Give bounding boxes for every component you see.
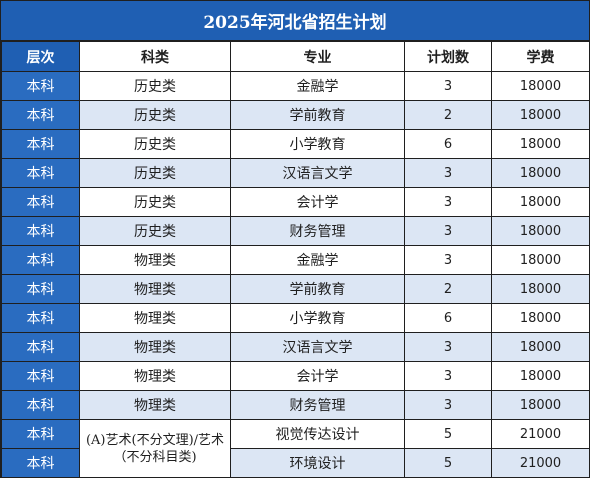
table-title: 2025年河北省招生计划 bbox=[1, 1, 589, 41]
fee-cell: 18000 bbox=[491, 274, 590, 304]
plan-cell: 3 bbox=[404, 245, 492, 275]
fee-cell: 18000 bbox=[491, 187, 590, 217]
plan-cell: 6 bbox=[404, 129, 492, 159]
fee-cell: 18000 bbox=[491, 332, 590, 362]
major-cell: 学前教育 bbox=[230, 100, 405, 130]
table-row: 本科 历史类 财务管理 3 18000 bbox=[1, 216, 590, 246]
category-cell: 物理类 bbox=[79, 361, 231, 391]
header-major: 专业 bbox=[230, 41, 405, 72]
plan-cell: 6 bbox=[404, 303, 492, 333]
plan-cell: 2 bbox=[404, 274, 492, 304]
major-cell: 金融学 bbox=[230, 245, 405, 275]
table-row: 本科 历史类 学前教育 2 18000 bbox=[1, 100, 590, 130]
major-cell: 财务管理 bbox=[230, 390, 405, 420]
level-cell: 本科 bbox=[1, 303, 80, 333]
category-cell-art: (A)艺术(不分文理)/艺术（不分科目类) bbox=[79, 419, 231, 478]
level-cell: 本科 bbox=[1, 448, 80, 478]
fee-cell: 18000 bbox=[491, 216, 590, 246]
level-cell: 本科 bbox=[1, 332, 80, 362]
table-row: 本科 物理类 汉语言文学 3 18000 bbox=[1, 332, 590, 362]
major-cell: 小学教育 bbox=[230, 303, 405, 333]
table-row: 本科 物理类 金融学 3 18000 bbox=[1, 245, 590, 275]
header-category: 科类 bbox=[79, 41, 231, 72]
header-row: 层次 科类 专业 计划数 学费 bbox=[1, 41, 590, 72]
category-cell: 物理类 bbox=[79, 332, 231, 362]
major-cell: 会计学 bbox=[230, 361, 405, 391]
fee-cell: 18000 bbox=[491, 245, 590, 275]
level-cell: 本科 bbox=[1, 129, 80, 159]
level-cell: 本科 bbox=[1, 100, 80, 130]
major-cell: 视觉传达设计 bbox=[230, 419, 405, 449]
major-cell: 小学教育 bbox=[230, 129, 405, 159]
fee-cell: 18000 bbox=[491, 71, 590, 101]
major-cell: 会计学 bbox=[230, 187, 405, 217]
table-row: 本科 历史类 小学教育 6 18000 bbox=[1, 129, 590, 159]
major-cell: 金融学 bbox=[230, 71, 405, 101]
plan-table: 层次 科类 专业 计划数 学费 本科 历史类 金融学 3 18000 本科 历史… bbox=[1, 41, 590, 478]
major-cell: 汉语言文学 bbox=[230, 332, 405, 362]
level-cell: 本科 bbox=[1, 245, 80, 275]
level-cell: 本科 bbox=[1, 390, 80, 420]
category-cell: 历史类 bbox=[79, 71, 231, 101]
header-plan: 计划数 bbox=[404, 41, 492, 72]
level-cell: 本科 bbox=[1, 419, 80, 449]
level-cell: 本科 bbox=[1, 216, 80, 246]
table-row: 本科 (A)艺术(不分文理)/艺术（不分科目类) 视觉传达设计 5 21000 bbox=[1, 419, 590, 478]
fee-cell: 21000 bbox=[491, 448, 590, 478]
table-row: 本科 历史类 会计学 3 18000 bbox=[1, 187, 590, 217]
plan-cell: 3 bbox=[404, 158, 492, 188]
category-cell: 物理类 bbox=[79, 303, 231, 333]
plan-cell: 3 bbox=[404, 390, 492, 420]
table-row: 本科 环境设计 5 21000 bbox=[1, 448, 590, 478]
table-row: 本科 物理类 学前教育 2 18000 bbox=[1, 274, 590, 304]
category-cell: 物理类 bbox=[79, 274, 231, 304]
table-row: 本科 物理类 会计学 3 18000 bbox=[1, 361, 590, 391]
category-cell: 历史类 bbox=[79, 129, 231, 159]
category-cell: 历史类 bbox=[79, 216, 231, 246]
category-cell: 历史类 bbox=[79, 158, 231, 188]
plan-cell: 2 bbox=[404, 100, 492, 130]
major-cell: 财务管理 bbox=[230, 216, 405, 246]
major-cell: 环境设计 bbox=[230, 448, 405, 478]
category-cell: 历史类 bbox=[79, 187, 231, 217]
plan-cell: 3 bbox=[404, 216, 492, 246]
fee-cell: 18000 bbox=[491, 100, 590, 130]
plan-cell: 3 bbox=[404, 187, 492, 217]
fee-cell: 18000 bbox=[491, 361, 590, 391]
fee-cell: 21000 bbox=[491, 419, 590, 449]
level-cell: 本科 bbox=[1, 361, 80, 391]
table-row: 本科 物理类 财务管理 3 18000 bbox=[1, 390, 590, 420]
header-level: 层次 bbox=[1, 41, 80, 72]
table-row: 本科 历史类 金融学 3 18000 bbox=[1, 71, 590, 101]
table-row: 本科 历史类 汉语言文学 3 18000 bbox=[1, 158, 590, 188]
level-cell: 本科 bbox=[1, 274, 80, 304]
category-cell: 历史类 bbox=[79, 100, 231, 130]
level-cell: 本科 bbox=[1, 158, 80, 188]
fee-cell: 18000 bbox=[491, 129, 590, 159]
plan-cell: 3 bbox=[404, 71, 492, 101]
major-cell: 汉语言文学 bbox=[230, 158, 405, 188]
plan-cell: 5 bbox=[404, 448, 492, 478]
fee-cell: 18000 bbox=[491, 158, 590, 188]
level-cell: 本科 bbox=[1, 187, 80, 217]
category-cell: 物理类 bbox=[79, 245, 231, 275]
header-fee: 学费 bbox=[491, 41, 590, 72]
category-cell: 物理类 bbox=[79, 390, 231, 420]
fee-cell: 18000 bbox=[491, 303, 590, 333]
plan-cell: 3 bbox=[404, 361, 492, 391]
level-cell: 本科 bbox=[1, 71, 80, 101]
plan-cell: 5 bbox=[404, 419, 492, 449]
plan-cell: 3 bbox=[404, 332, 492, 362]
major-cell: 学前教育 bbox=[230, 274, 405, 304]
table-row: 本科 物理类 小学教育 6 18000 bbox=[1, 303, 590, 333]
fee-cell: 18000 bbox=[491, 390, 590, 420]
